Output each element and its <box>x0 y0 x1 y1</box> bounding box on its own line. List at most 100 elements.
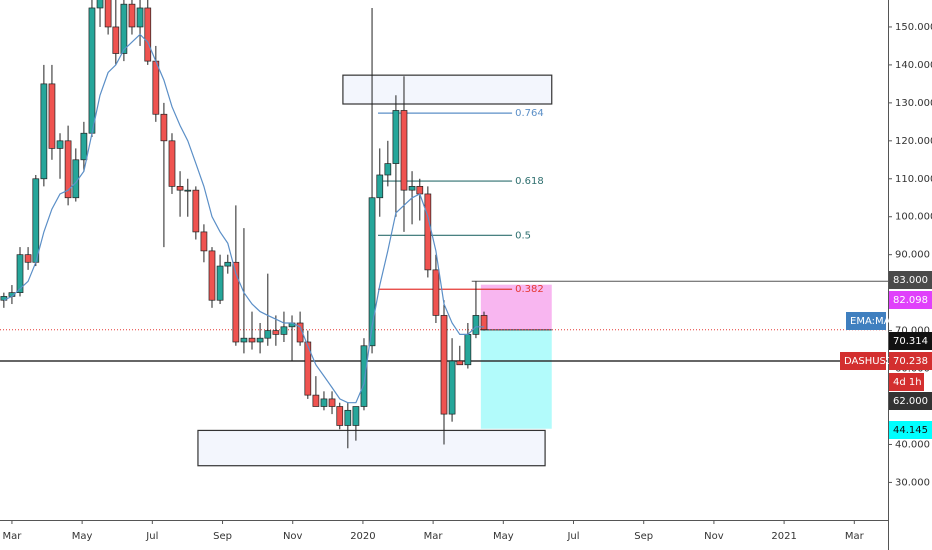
y-tick-label: 140.000 <box>895 60 932 71</box>
symbol-tag: DASHUSD <box>844 356 894 367</box>
candle-body <box>136 7 144 28</box>
high-tag: 83.000 <box>893 275 928 286</box>
axes: 30.00040.00050.00060.00070.00090.000100.… <box>2 22 932 542</box>
candle-body <box>120 3 128 54</box>
profit-zone <box>480 284 552 330</box>
support-tag-box <box>889 392 932 410</box>
x-tick-label: Jul <box>145 531 158 542</box>
x-tick-label: Mar <box>424 531 444 542</box>
x-tick-label: Mar <box>845 531 865 542</box>
countdown-tag-box <box>889 373 924 391</box>
candle-body <box>184 189 192 192</box>
countdown-tag: 4d 1h <box>893 377 922 388</box>
candle-body <box>208 250 216 301</box>
candle-body <box>200 231 208 252</box>
candle-body <box>104 0 112 28</box>
x-tick-label: Nov <box>704 531 724 542</box>
candle-body <box>192 189 200 233</box>
candle-body <box>400 110 408 191</box>
stop-tag: 44.145 <box>893 425 928 436</box>
candle-body <box>232 261 240 343</box>
x-tick-label: May <box>493 531 514 542</box>
candle-body <box>256 337 264 343</box>
candle-body <box>376 174 384 199</box>
stop-zone <box>480 329 552 429</box>
candle-body <box>112 26 120 54</box>
candle-body <box>240 337 248 343</box>
target-tag: 82.098 <box>893 295 928 306</box>
x-tick-label: 2021 <box>771 531 796 542</box>
candle-body <box>448 360 456 415</box>
x-tick-label: May <box>72 531 93 542</box>
y-tick-label: 90.000 <box>895 250 930 261</box>
candle-body <box>328 398 336 407</box>
target-tag-box <box>889 291 932 309</box>
x-tick-label: Mar <box>2 531 22 542</box>
candle-body <box>456 360 464 366</box>
candle-body <box>96 0 104 9</box>
candle-body <box>344 409 352 426</box>
candle-body <box>280 326 288 335</box>
x-tick-label: 2020 <box>350 531 375 542</box>
candle-body <box>440 315 448 415</box>
candle-body <box>88 7 96 134</box>
candle-body <box>56 140 64 149</box>
candle-body <box>312 394 320 407</box>
candle-body <box>168 140 176 187</box>
y-tick-label: 40.000 <box>895 439 930 450</box>
y-tick-label: 120.000 <box>895 136 932 147</box>
plot-area: 0.764 0.618 0.5 0.382 <box>0 0 888 467</box>
candle-body <box>336 406 344 426</box>
candle-body <box>24 254 32 263</box>
candle-body <box>352 406 360 426</box>
candle-body <box>40 83 48 180</box>
ema-value-tag: 70.314 <box>893 336 928 347</box>
fib-label: 0.618 <box>515 176 544 187</box>
last-price-tag: 70.238 <box>893 356 928 367</box>
x-tick-label: Sep <box>634 531 653 542</box>
stop-tag-box <box>889 421 932 439</box>
y-tick-label: 70.000 <box>895 326 930 337</box>
candle-body <box>16 254 24 293</box>
candle-body <box>320 398 328 407</box>
support-tag: 62.000 <box>893 396 928 407</box>
candle-body <box>160 113 168 142</box>
candle-body <box>272 330 280 335</box>
ema-name-tag-box <box>846 312 886 330</box>
candle-body <box>32 178 40 263</box>
candle-body <box>464 334 472 366</box>
candle-body <box>144 7 152 62</box>
candle-body <box>472 315 480 335</box>
fib-label: 0.382 <box>515 284 544 295</box>
y-tick-label: 30.000 <box>895 477 930 488</box>
high-tag-box <box>889 271 932 289</box>
fib-label: 0.764 <box>515 108 544 119</box>
candle-body <box>384 163 392 176</box>
candle-body <box>408 186 416 191</box>
candle-body <box>480 315 488 331</box>
candle-body <box>248 337 256 343</box>
y-tick-label: 130.000 <box>895 98 932 109</box>
symbol-tag-box <box>840 352 886 370</box>
candle-body <box>360 345 368 407</box>
candle-body <box>392 110 400 164</box>
ema-name-tag: EMA:MA <box>850 316 891 327</box>
candle-body <box>80 132 88 161</box>
candle-body <box>424 193 432 271</box>
y-tick-label: 100.000 <box>895 212 932 223</box>
candle-body <box>264 330 272 339</box>
ema-line <box>3 33 484 404</box>
candle-body <box>296 322 304 343</box>
x-tick-label: Jul <box>566 531 579 542</box>
x-tick-label: Sep <box>213 531 232 542</box>
candle-body <box>216 265 224 301</box>
fib-label: 0.5 <box>515 230 531 241</box>
candle-body <box>416 186 424 195</box>
zone-box <box>342 74 553 105</box>
y-tick-label: 150.000 <box>895 22 932 33</box>
candle-body <box>224 261 232 267</box>
candle-body <box>368 197 376 347</box>
candle-body <box>304 341 312 396</box>
candle-body <box>152 60 160 115</box>
